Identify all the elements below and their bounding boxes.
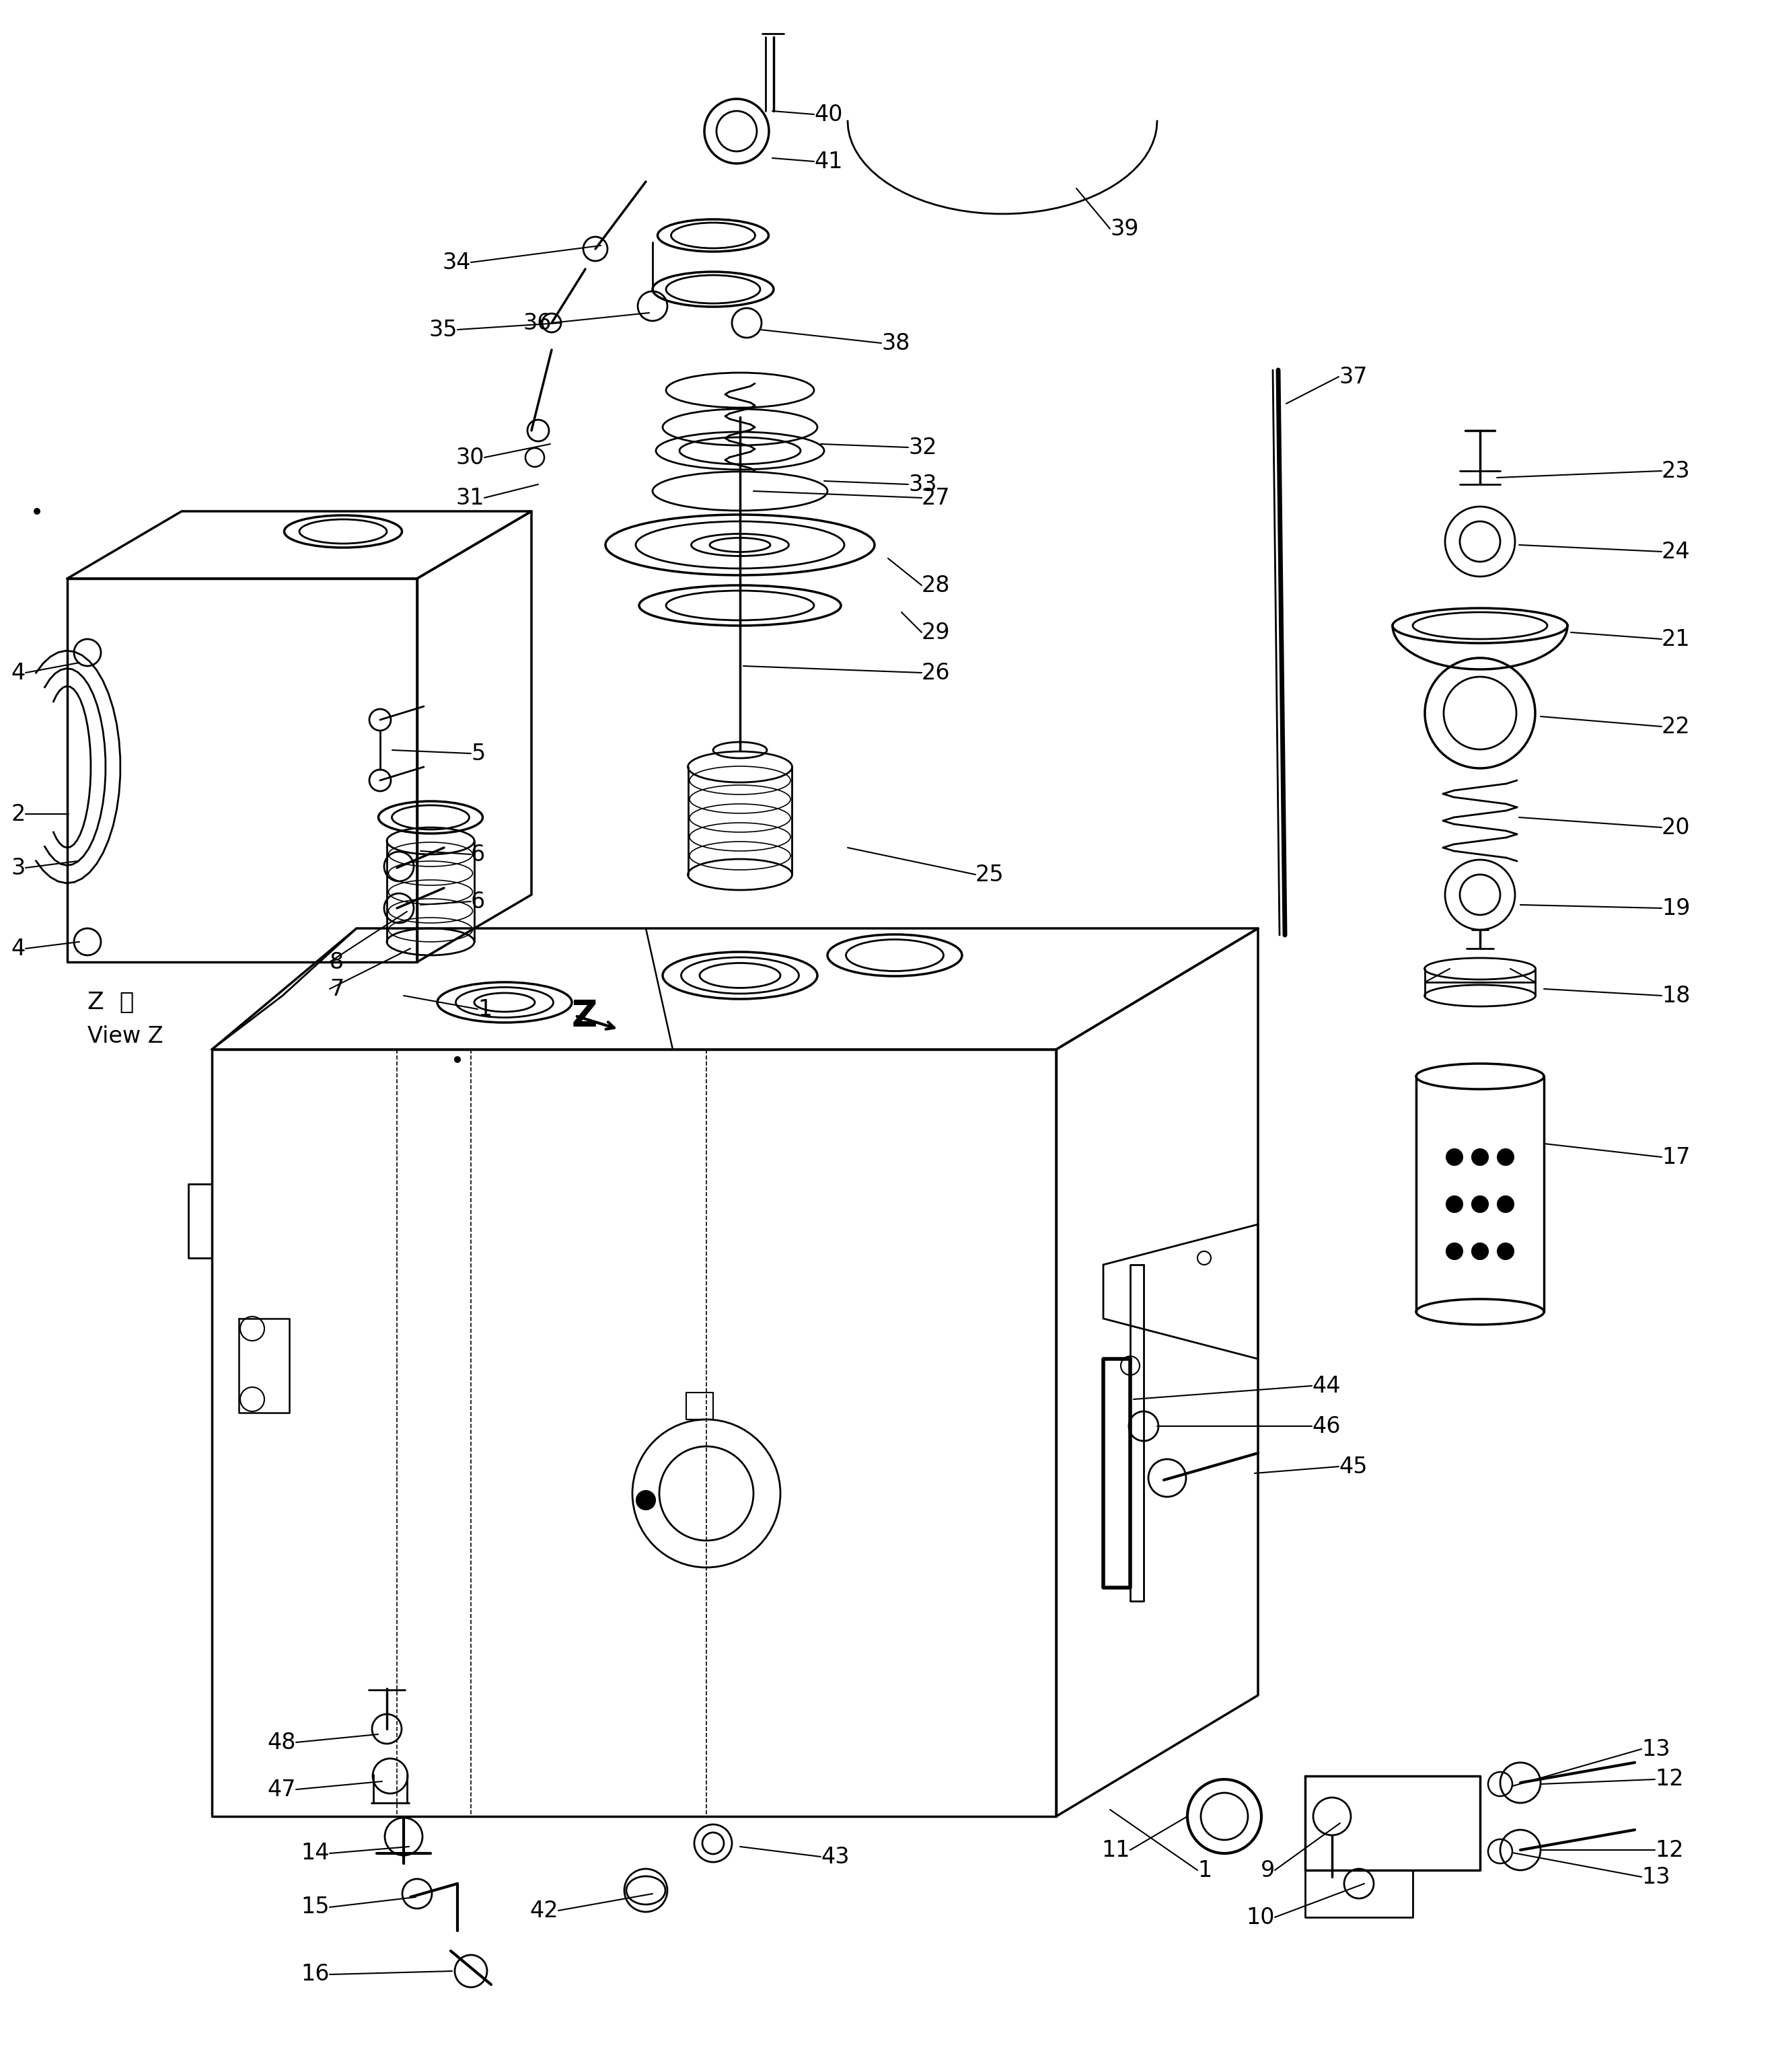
Circle shape bbox=[1472, 1150, 1488, 1164]
Text: 28: 28 bbox=[922, 574, 951, 597]
Text: 13: 13 bbox=[1641, 1738, 1669, 1761]
Text: 36: 36 bbox=[523, 311, 552, 334]
Text: 19: 19 bbox=[1662, 897, 1691, 920]
Text: 8: 8 bbox=[330, 951, 344, 974]
Text: 6: 6 bbox=[470, 891, 486, 912]
Text: 5: 5 bbox=[470, 742, 486, 765]
Text: 22: 22 bbox=[1662, 715, 1691, 738]
Text: 6: 6 bbox=[470, 843, 486, 866]
Text: 24: 24 bbox=[1662, 541, 1691, 564]
Text: 16: 16 bbox=[302, 1964, 330, 1985]
Text: 41: 41 bbox=[814, 151, 843, 172]
Text: 43: 43 bbox=[821, 1846, 850, 1867]
Text: 23: 23 bbox=[1662, 460, 1691, 483]
Text: 17: 17 bbox=[1662, 1146, 1691, 1169]
Text: 9: 9 bbox=[1261, 1859, 1276, 1881]
Text: 4: 4 bbox=[11, 661, 25, 684]
Text: 31: 31 bbox=[456, 487, 484, 510]
Text: 42: 42 bbox=[530, 1900, 559, 1921]
Text: 47: 47 bbox=[268, 1778, 296, 1801]
Text: 2: 2 bbox=[11, 804, 25, 825]
Text: 29: 29 bbox=[922, 622, 951, 644]
Text: Z: Z bbox=[571, 999, 598, 1034]
Circle shape bbox=[1497, 1150, 1513, 1164]
Text: 45: 45 bbox=[1339, 1455, 1368, 1477]
Circle shape bbox=[637, 1490, 655, 1510]
Text: 46: 46 bbox=[1311, 1415, 1341, 1438]
Circle shape bbox=[1446, 1150, 1462, 1164]
Circle shape bbox=[1497, 1196, 1513, 1212]
Text: 18: 18 bbox=[1662, 984, 1691, 1007]
Text: 40: 40 bbox=[814, 104, 843, 126]
Text: 48: 48 bbox=[268, 1732, 296, 1753]
Text: 32: 32 bbox=[908, 437, 937, 458]
Text: 1: 1 bbox=[477, 999, 491, 1019]
Text: 39: 39 bbox=[1111, 218, 1139, 240]
Text: 14: 14 bbox=[302, 1842, 330, 1865]
Text: 15: 15 bbox=[302, 1896, 330, 1919]
Text: 3: 3 bbox=[11, 856, 25, 879]
Text: 44: 44 bbox=[1311, 1374, 1341, 1397]
Circle shape bbox=[1472, 1243, 1488, 1260]
Text: 12: 12 bbox=[1655, 1840, 1684, 1861]
Text: 4: 4 bbox=[11, 937, 25, 959]
Text: 10: 10 bbox=[1247, 1906, 1276, 1929]
Text: 33: 33 bbox=[908, 472, 937, 495]
Text: 7: 7 bbox=[330, 978, 344, 1001]
Text: 25: 25 bbox=[976, 864, 1004, 885]
Text: 13: 13 bbox=[1641, 1865, 1669, 1888]
Circle shape bbox=[454, 1057, 461, 1063]
Text: 21: 21 bbox=[1662, 628, 1691, 651]
Text: 27: 27 bbox=[922, 487, 951, 510]
Text: 12: 12 bbox=[1655, 1767, 1684, 1790]
Text: 30: 30 bbox=[456, 445, 484, 468]
Text: 26: 26 bbox=[922, 661, 951, 684]
Text: 1: 1 bbox=[1197, 1859, 1212, 1881]
Circle shape bbox=[34, 508, 41, 514]
Text: 35: 35 bbox=[429, 319, 458, 340]
Circle shape bbox=[1446, 1196, 1462, 1212]
Text: 37: 37 bbox=[1339, 365, 1368, 387]
Text: Z  視: Z 視 bbox=[87, 990, 135, 1013]
Circle shape bbox=[1446, 1243, 1462, 1260]
Text: 11: 11 bbox=[1102, 1840, 1130, 1861]
Text: 34: 34 bbox=[442, 251, 470, 274]
Circle shape bbox=[1497, 1243, 1513, 1260]
Text: View Z: View Z bbox=[87, 1026, 163, 1046]
Circle shape bbox=[1472, 1196, 1488, 1212]
Text: 38: 38 bbox=[882, 332, 910, 354]
Text: 20: 20 bbox=[1662, 816, 1691, 839]
